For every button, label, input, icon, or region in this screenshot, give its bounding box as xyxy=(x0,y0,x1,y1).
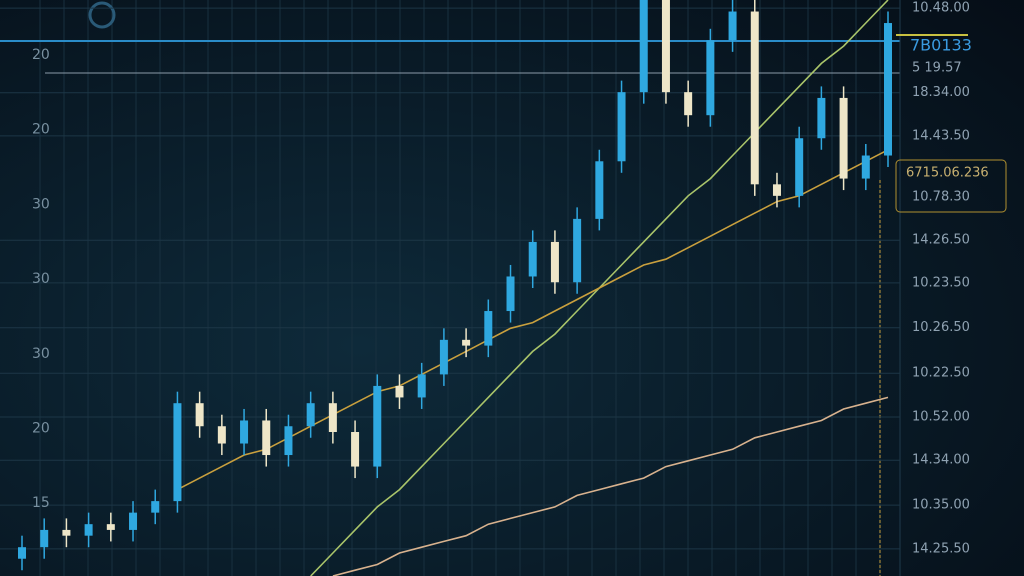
candle-body xyxy=(439,339,448,375)
candle-body xyxy=(328,403,337,432)
candle-body xyxy=(750,11,759,185)
y-tick-label: 14.43.50 xyxy=(912,128,970,143)
candle-body xyxy=(40,529,49,548)
candle-body xyxy=(417,374,426,398)
candle-body xyxy=(351,432,360,467)
candle-body xyxy=(573,218,582,283)
candle-body xyxy=(639,0,648,93)
y-tick-label: 10.22.50 xyxy=(912,366,970,381)
y-tick-label: 18.34.00 xyxy=(912,85,970,100)
y-tick-label: 10.48.00 xyxy=(912,1,970,16)
left-label: 20 xyxy=(32,47,50,63)
candle-body xyxy=(462,339,471,346)
left-label: 30 xyxy=(32,346,50,362)
candle-body xyxy=(195,403,204,427)
y-tick-label: 10.23.50 xyxy=(912,275,970,290)
candle-body xyxy=(484,311,493,346)
candle-body xyxy=(506,276,515,312)
candle-body xyxy=(839,97,848,179)
candle-body xyxy=(240,420,249,444)
candle-body xyxy=(217,426,226,444)
candle-body xyxy=(62,529,71,536)
candle-body xyxy=(617,92,626,162)
candle-body xyxy=(595,161,604,219)
candle-body xyxy=(550,241,559,283)
candle-body xyxy=(395,385,404,398)
candle-body xyxy=(284,426,293,456)
y-tick-label: 14.25.50 xyxy=(912,541,970,556)
candle-body xyxy=(817,97,826,139)
candle-body xyxy=(661,0,670,93)
left-label: 15 xyxy=(32,495,50,511)
box-label: 6715.06.236 xyxy=(906,166,989,181)
plot xyxy=(0,0,900,576)
candle-body xyxy=(728,11,737,41)
info-box xyxy=(895,159,1007,213)
box-label: 10.78.30 xyxy=(912,190,970,205)
left-label: 30 xyxy=(32,271,50,287)
y-tick-label: 14.26.50 xyxy=(912,233,970,248)
candle-body xyxy=(684,92,693,116)
indicator-line xyxy=(332,396,889,576)
candle-body xyxy=(106,524,115,530)
price-label: 7B0133 xyxy=(910,36,972,55)
candle-body xyxy=(795,138,804,196)
candle-body xyxy=(173,403,182,502)
candle-body xyxy=(706,40,715,116)
y-tick-label: 14.34.00 xyxy=(912,453,970,468)
y-tick-label: 10.52.00 xyxy=(912,410,970,425)
candle-body xyxy=(18,547,26,559)
candle-body xyxy=(861,155,870,179)
candle-body xyxy=(129,512,138,530)
candle-body xyxy=(262,420,271,456)
candle-body xyxy=(528,241,537,277)
candle-body xyxy=(884,23,892,156)
y-tick-label: 10.26.50 xyxy=(912,320,970,335)
candle-body xyxy=(772,184,781,196)
candle-body xyxy=(151,501,160,513)
sub-label: 5 19.57 xyxy=(912,61,962,76)
left-label: 30 xyxy=(32,196,50,212)
left-label: 20 xyxy=(32,421,50,437)
candle-body xyxy=(84,524,93,536)
y-tick-label: 10.35.00 xyxy=(912,498,970,513)
candle-body xyxy=(306,403,315,427)
candle-body xyxy=(373,385,382,467)
logo xyxy=(88,1,116,29)
left-label: 20 xyxy=(32,122,50,138)
indicator-line xyxy=(177,149,889,491)
